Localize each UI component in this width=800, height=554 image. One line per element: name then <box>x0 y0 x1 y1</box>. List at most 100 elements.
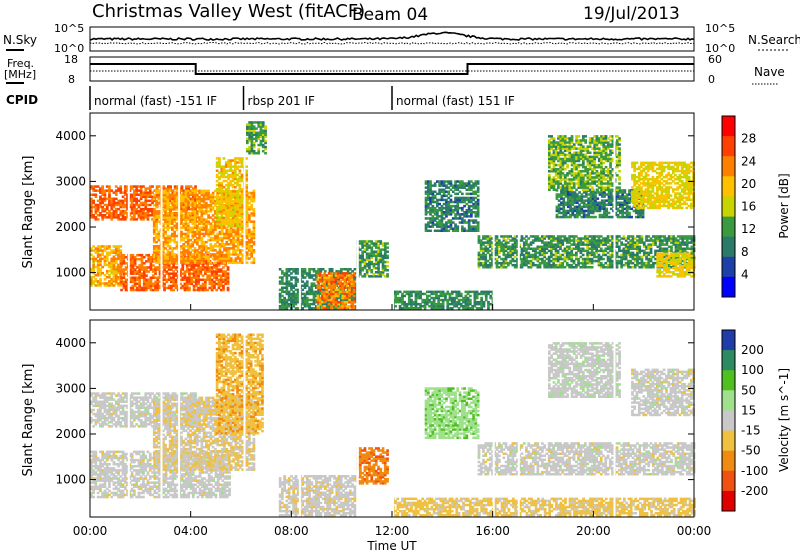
heatmap-cell <box>156 277 159 280</box>
heatmap-cell <box>164 227 167 230</box>
heatmap-cell <box>132 277 135 280</box>
heatmap-cell <box>339 301 342 304</box>
heatmap-cell <box>245 157 248 160</box>
heatmap-cell <box>173 200 176 203</box>
heatmap-cell <box>375 275 378 278</box>
heatmap-cell <box>449 303 452 306</box>
heatmap-cell <box>172 270 175 273</box>
heatmap-cell <box>216 245 219 248</box>
heatmap-cell <box>425 223 428 226</box>
heatmap-cell <box>209 266 212 269</box>
heatmap-cell <box>250 212 253 215</box>
heatmap-cell <box>115 189 118 192</box>
heatmap-cell <box>222 285 225 288</box>
heatmap-cell <box>346 305 349 308</box>
heatmap-cell <box>188 287 191 290</box>
heatmap-cell <box>173 247 176 250</box>
heatmap-cell <box>459 191 462 194</box>
heatmap-cell <box>173 253 176 256</box>
heatmap-cell <box>125 256 128 259</box>
heatmap-cell <box>339 280 342 283</box>
heatmap-cell <box>410 291 413 294</box>
heatmap-cell <box>466 197 469 200</box>
heatmap-cell <box>230 253 233 256</box>
heatmap-cell <box>463 211 466 214</box>
heatmap-cell <box>157 190 160 193</box>
heatmap-cell <box>245 170 248 173</box>
heatmap-cell <box>152 268 155 271</box>
heatmap-cell <box>153 204 156 207</box>
heatmap-cell <box>207 190 210 193</box>
heatmap-cell <box>253 125 256 128</box>
heatmap-cell <box>218 274 221 277</box>
heatmap-cell <box>323 291 326 294</box>
heatmap-cell <box>445 195 448 198</box>
heatmap-cell <box>429 180 432 183</box>
heatmap-cell <box>194 202 197 205</box>
heatmap-cell <box>483 291 486 294</box>
heatmap-cell <box>525 248 528 251</box>
heatmap-cell <box>216 233 219 236</box>
heatmap-cell <box>218 200 221 203</box>
heatmap-cell <box>450 180 453 183</box>
heatmap-cell <box>151 185 154 188</box>
heatmap-cell <box>301 285 304 288</box>
heatmap-cell <box>191 198 194 201</box>
heatmap-cell <box>152 274 155 277</box>
heatmap-cell <box>253 150 256 153</box>
heatmap-cell <box>348 274 351 277</box>
heatmap-cell <box>264 146 267 149</box>
heatmap-cell <box>248 121 251 124</box>
heatmap-cell <box>546 262 549 265</box>
heatmap-cell <box>301 280 304 283</box>
heatmap-cell <box>95 216 98 219</box>
heatmap-cell <box>223 180 226 183</box>
heatmap-cell <box>104 282 107 285</box>
heatmap-cell <box>153 237 156 240</box>
heatmap-cell <box>198 216 201 219</box>
heatmap-cell <box>216 207 219 210</box>
heatmap-cell <box>475 180 478 183</box>
heatmap-cell <box>170 285 173 288</box>
heatmap-cell <box>255 132 258 135</box>
heatmap-cell <box>443 217 446 220</box>
heatmap-cell <box>185 185 188 188</box>
heatmap-cell <box>171 239 174 242</box>
heatmap-cell <box>435 303 438 306</box>
heatmap-cell <box>197 287 200 290</box>
heatmap-cell <box>253 208 256 211</box>
heatmap-cell <box>101 282 104 285</box>
heatmap-cell <box>452 228 455 231</box>
heatmap-cell <box>452 201 455 204</box>
heatmap-cell <box>406 291 409 294</box>
heatmap-cell <box>229 219 232 222</box>
heatmap-cell <box>140 202 143 205</box>
heatmap-cell <box>216 157 219 160</box>
heatmap-cell <box>335 272 338 275</box>
heatmap-cell <box>170 277 173 280</box>
heatmap-cell <box>317 278 320 281</box>
heatmap-cell <box>210 216 213 219</box>
heatmap-cell <box>171 206 174 209</box>
heatmap-cell <box>145 260 148 263</box>
heatmap-cell <box>209 287 212 290</box>
heatmap-cell <box>113 245 116 248</box>
heatmap-cell <box>223 217 226 220</box>
heatmap-cell <box>180 218 183 221</box>
heatmap-cell <box>295 289 298 292</box>
heatmap-cell <box>225 161 228 164</box>
heatmap-cell <box>164 237 167 240</box>
heatmap-cell <box>505 235 508 238</box>
heatmap-cell <box>431 291 434 294</box>
heatmap-cell <box>286 299 289 302</box>
heatmap-cell <box>459 213 462 216</box>
heatmap-cell <box>466 209 469 212</box>
heatmap-cell <box>101 198 104 201</box>
heatmap-cell <box>195 289 198 292</box>
heatmap-cell <box>346 295 349 298</box>
heatmap-cell <box>467 297 470 300</box>
heatmap-cell <box>460 293 463 296</box>
heatmap-cell <box>219 231 222 234</box>
heatmap-cell <box>232 229 235 232</box>
heatmap-cell <box>205 255 208 257</box>
